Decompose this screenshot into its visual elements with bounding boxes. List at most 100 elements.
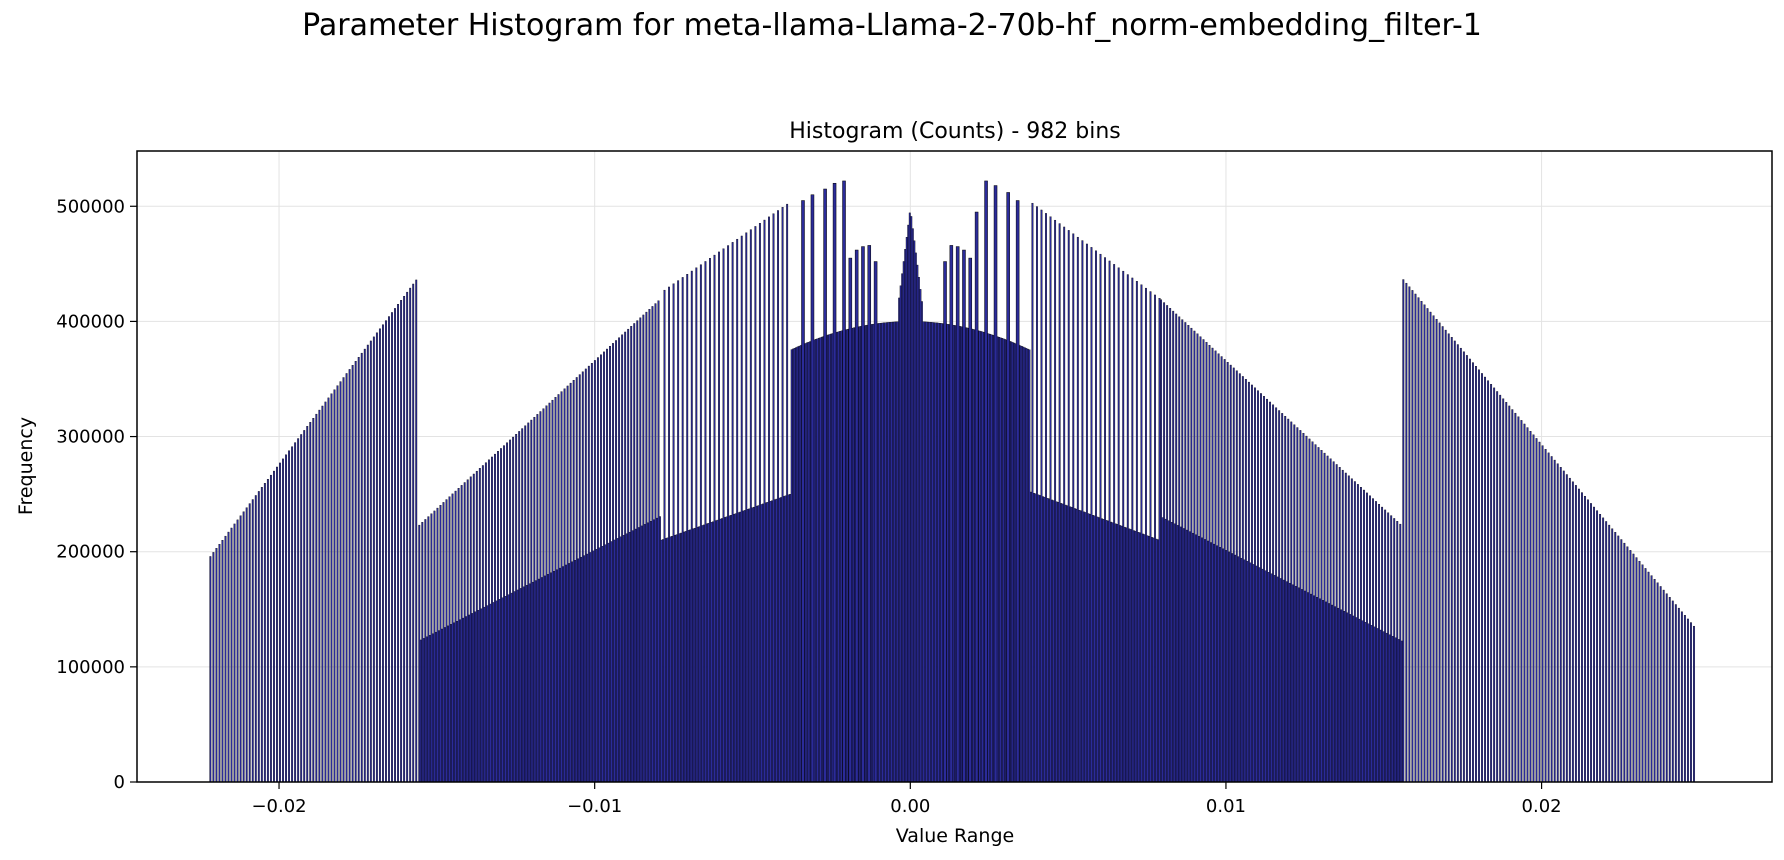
- histogram-bar: [755, 505, 758, 783]
- histogram-bar: [1076, 236, 1079, 783]
- histogram-bar: [1553, 459, 1556, 783]
- histogram-bar: [415, 279, 418, 783]
- histogram-bar: [911, 228, 914, 783]
- histogram-bar: [743, 510, 746, 783]
- histogram-bar: [1216, 545, 1219, 783]
- histogram-bar: [1160, 299, 1163, 783]
- histogram-bar: [1359, 487, 1362, 783]
- histogram-bar: [1683, 615, 1686, 783]
- histogram-bar: [1611, 528, 1614, 783]
- histogram-bar: [1282, 579, 1285, 783]
- chart-title: Histogram (Counts) - 982 bins: [789, 119, 1120, 144]
- histogram-bar: [930, 322, 932, 783]
- histogram-bar: [513, 591, 516, 783]
- histogram-bar: [285, 454, 287, 783]
- histogram-bar-peak: [1006, 192, 1010, 783]
- histogram-bar: [674, 534, 677, 783]
- histogram-bar: [925, 321, 928, 783]
- histogram-bar-peak: [801, 200, 805, 783]
- histogram-bar: [1281, 413, 1284, 783]
- histogram-bar: [587, 365, 590, 783]
- histogram-bar: [1078, 509, 1081, 783]
- histogram-bar: [400, 300, 403, 783]
- histogram-bar: [1288, 582, 1291, 783]
- histogram-bar-peak: [861, 246, 865, 783]
- histogram-bar: [521, 428, 524, 783]
- histogram-bar: [1228, 551, 1231, 783]
- histogram-bar: [793, 347, 796, 783]
- histogram-bar: [1254, 387, 1256, 783]
- histogram-bar: [1279, 578, 1282, 783]
- histogram-bar: [471, 613, 474, 783]
- histogram-bar: [683, 531, 686, 783]
- histogram-bar: [1296, 427, 1299, 783]
- histogram-bar: [660, 539, 663, 783]
- histogram-bar: [1353, 481, 1356, 783]
- histogram-bar: [297, 438, 300, 783]
- histogram-bar: [1343, 611, 1346, 783]
- histogram-bar: [1490, 384, 1493, 783]
- histogram-bar: [1107, 520, 1110, 783]
- histogram-bar: [1110, 521, 1113, 783]
- histogram-bar: [696, 526, 699, 783]
- histogram-bar: [931, 322, 934, 783]
- histogram-bar: [633, 323, 636, 783]
- histogram-bar: [559, 567, 561, 783]
- histogram-bar: [916, 264, 919, 783]
- histogram-bar: [1614, 532, 1617, 783]
- histogram-bar: [581, 371, 584, 783]
- histogram-bar: [1049, 216, 1052, 783]
- histogram-bar: [536, 414, 539, 783]
- histogram-bar: [1099, 253, 1102, 783]
- histogram-bar: [754, 226, 757, 783]
- histogram-bar: [580, 556, 583, 783]
- histogram-bar: [519, 588, 522, 783]
- histogram-bar: [224, 535, 227, 783]
- histogram-bar: [846, 329, 849, 783]
- histogram-bar: [1104, 257, 1107, 783]
- histogram-bar: [663, 289, 666, 783]
- histogram-bar: [625, 533, 628, 783]
- histogram-bar: [1054, 219, 1057, 783]
- histogram-bar: [659, 516, 661, 783]
- histogram-bar: [771, 500, 773, 783]
- histogram-bar: [1163, 302, 1166, 783]
- histogram-bar: [509, 439, 512, 783]
- histogram-bar: [418, 524, 421, 783]
- histogram-bar: [1367, 623, 1370, 783]
- histogram-bar: [1063, 226, 1066, 783]
- histogram-bar: [1143, 534, 1146, 783]
- histogram-bar: [306, 426, 309, 783]
- histogram-bar: [465, 616, 468, 783]
- histogram-bar: [1487, 380, 1490, 783]
- histogram-bar: [840, 330, 843, 783]
- histogram-bar: [818, 337, 820, 783]
- histogram-bar: [1668, 597, 1671, 783]
- histogram-bar: [510, 592, 513, 783]
- histogram-bar: [745, 232, 748, 783]
- histogram-bar: [1559, 467, 1562, 783]
- histogram-bar: [1243, 559, 1246, 783]
- histogram-bar: [433, 510, 436, 783]
- histogram-bar: [1659, 586, 1662, 783]
- histogram-bar: [480, 608, 483, 783]
- histogram-bar: [1098, 517, 1100, 783]
- histogram-bar: [1108, 260, 1111, 783]
- histogram-bar: [1034, 493, 1037, 783]
- histogram-bar: [990, 334, 993, 783]
- histogram-bar: [1219, 547, 1222, 783]
- histogram-bar: [1072, 233, 1075, 783]
- histogram-bar: [534, 580, 537, 783]
- histogram-bar: [1148, 536, 1150, 783]
- histogram-bar: [640, 525, 643, 783]
- histogram-bar-peak: [842, 180, 846, 783]
- histogram-bar: [1081, 240, 1084, 783]
- histogram-bar: [1462, 351, 1465, 783]
- histogram-bar: [1284, 415, 1287, 783]
- histogram-bar: [487, 459, 490, 783]
- histogram-bar: [1210, 542, 1212, 783]
- histogram-bar: [769, 501, 772, 783]
- histogram-bar: [397, 304, 400, 783]
- histogram-bar: [553, 571, 555, 783]
- histogram-bar: [927, 321, 929, 783]
